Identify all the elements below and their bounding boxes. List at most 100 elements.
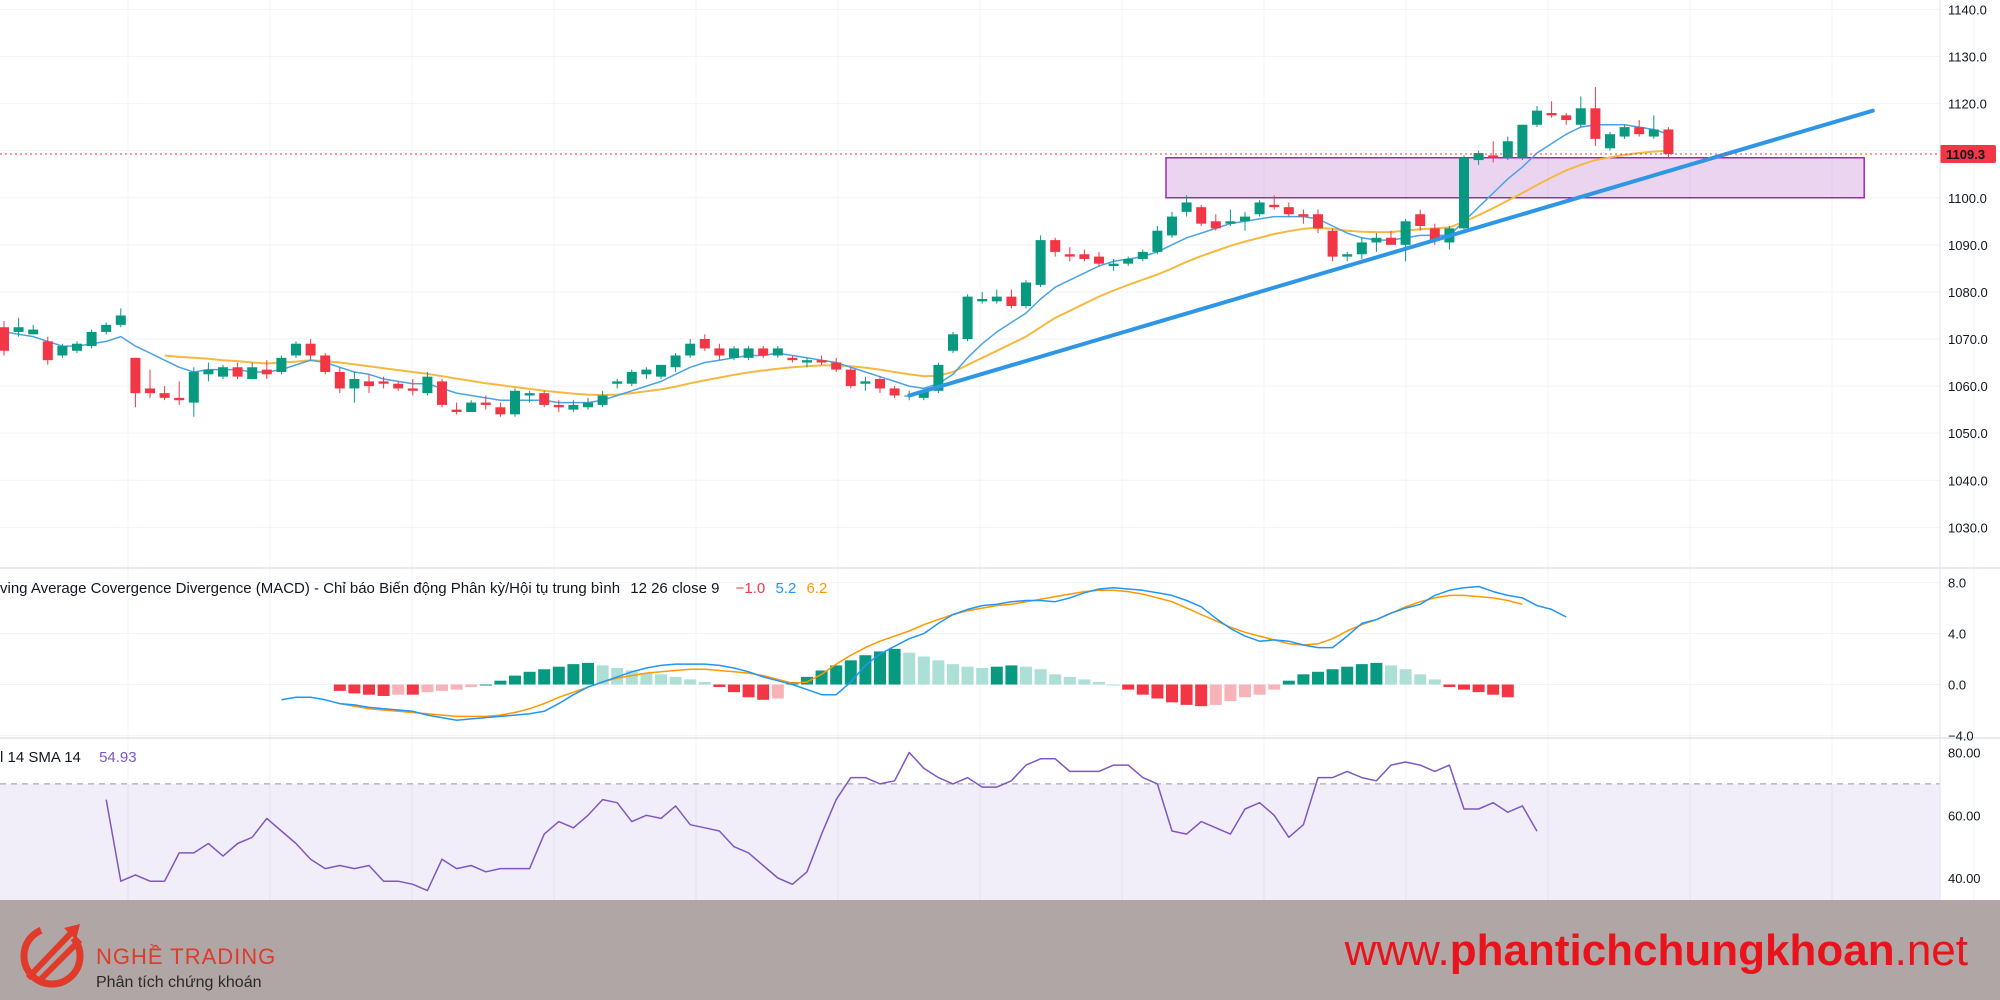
macd-histogram-bar [625, 670, 638, 685]
candle-body [802, 360, 812, 363]
footer-banner: NGHỀ TRADING Phân tích chứng khoán www.p… [0, 900, 2000, 1000]
candle-body [1210, 221, 1221, 229]
price-tick-label: 1130.0 [1948, 50, 1987, 65]
price-tick-label: 1090.0 [1948, 238, 1988, 253]
candle-body [510, 390, 520, 415]
candle [1021, 280, 1031, 309]
macd-histogram-bar [538, 669, 551, 685]
candle [743, 346, 754, 361]
candle-body [524, 393, 535, 396]
site-url-suffix: .net [1894, 926, 1968, 975]
candle-body [933, 364, 944, 391]
candle [831, 357, 842, 372]
candle [1108, 258, 1119, 271]
trendline [907, 108, 1875, 398]
price-axis[interactable]: 1140.01130.01120.01110.01100.01090.01080… [1939, 0, 1996, 900]
candle-body [860, 381, 871, 384]
candle-body [1400, 221, 1411, 245]
candle [42, 336, 53, 365]
macd-histogram-bar [1093, 681, 1105, 685]
rsi-tick-label: 60.00 [1948, 808, 1981, 823]
price-tick-label: 1100.0 [1948, 191, 1987, 206]
candle-body [699, 339, 710, 349]
macd-legend: ving Average Covergence Divergence (MACD… [0, 580, 827, 597]
candle [1210, 214, 1221, 231]
candle [991, 289, 1002, 304]
candle [349, 371, 360, 403]
candle [860, 376, 871, 391]
candle [466, 400, 477, 412]
chart-area[interactable]: 1140.01130.01120.01110.01100.01090.01080… [0, 0, 2000, 900]
candle-body [656, 364, 666, 377]
candle [218, 364, 228, 380]
candle [305, 339, 316, 361]
macd-histogram-bar [903, 652, 916, 685]
price-pane[interactable] [0, 87, 1940, 417]
candle-body [1459, 157, 1469, 229]
rsi-pane[interactable] [0, 751, 1940, 901]
candle-body [1035, 240, 1046, 285]
candle-body [349, 379, 360, 389]
candle-body [1605, 134, 1615, 149]
candle [1313, 209, 1323, 234]
candle-body [364, 381, 374, 387]
macd-pane[interactable] [281, 585, 1567, 721]
candle [1590, 87, 1601, 146]
candle-body [1181, 202, 1192, 212]
candle [57, 343, 68, 358]
candle [772, 346, 783, 358]
candle-body [1196, 207, 1207, 224]
macd-histogram-bar [947, 664, 959, 685]
price-tick-label: 1040.0 [1948, 473, 1988, 488]
candle [174, 381, 185, 405]
candle-body [480, 402, 491, 405]
candle [802, 357, 812, 368]
candle-body [188, 371, 199, 403]
candle-body [203, 369, 214, 375]
candle [729, 346, 739, 361]
macd-histogram-bar [1063, 676, 1076, 685]
macd-histogram-bar [1268, 684, 1281, 690]
macd-histogram-bar [1312, 671, 1324, 685]
macd-legend-hist-value: −1.0 [736, 580, 766, 597]
candle [1269, 195, 1280, 210]
macd-histogram-bar [771, 684, 784, 699]
candle-body [787, 357, 798, 361]
macd-histogram-bar [1282, 680, 1295, 685]
last-price-badge [1940, 144, 1996, 163]
candle [1517, 124, 1528, 161]
candle-body [174, 397, 185, 401]
macd-histogram-bar [333, 684, 346, 691]
candle [1561, 113, 1572, 125]
candle [1035, 235, 1046, 288]
candle [1283, 202, 1294, 217]
macd-tick-label: 4.0 [1948, 627, 1966, 642]
candle-body [437, 381, 447, 405]
candle [597, 390, 608, 408]
candle [1605, 131, 1615, 151]
candle-body [1502, 141, 1513, 158]
macd-histogram-bar [757, 684, 770, 700]
candle [1400, 218, 1411, 262]
candle-body [1254, 202, 1265, 215]
candle-body [1108, 263, 1119, 267]
site-url[interactable]: www.phantichchungkhoan.net [1345, 926, 1968, 976]
candle-body [1006, 296, 1017, 307]
candle [1619, 124, 1630, 139]
candle [524, 390, 535, 403]
candle [1094, 251, 1104, 267]
grid [0, 0, 2000, 900]
macd-legend-params: 12 26 close 9 [630, 580, 719, 597]
macd-histogram-bar [348, 684, 361, 694]
candle-body [1313, 214, 1323, 229]
candle [232, 362, 243, 380]
brand-name: NGHỀ TRADING [96, 944, 277, 969]
candle-body [159, 393, 170, 398]
candle [539, 390, 550, 408]
candle-body [977, 298, 988, 302]
candle [816, 355, 827, 365]
macd-histogram-bar [552, 666, 565, 685]
candle [437, 379, 447, 408]
candle-body [670, 355, 681, 368]
candle [641, 367, 652, 380]
